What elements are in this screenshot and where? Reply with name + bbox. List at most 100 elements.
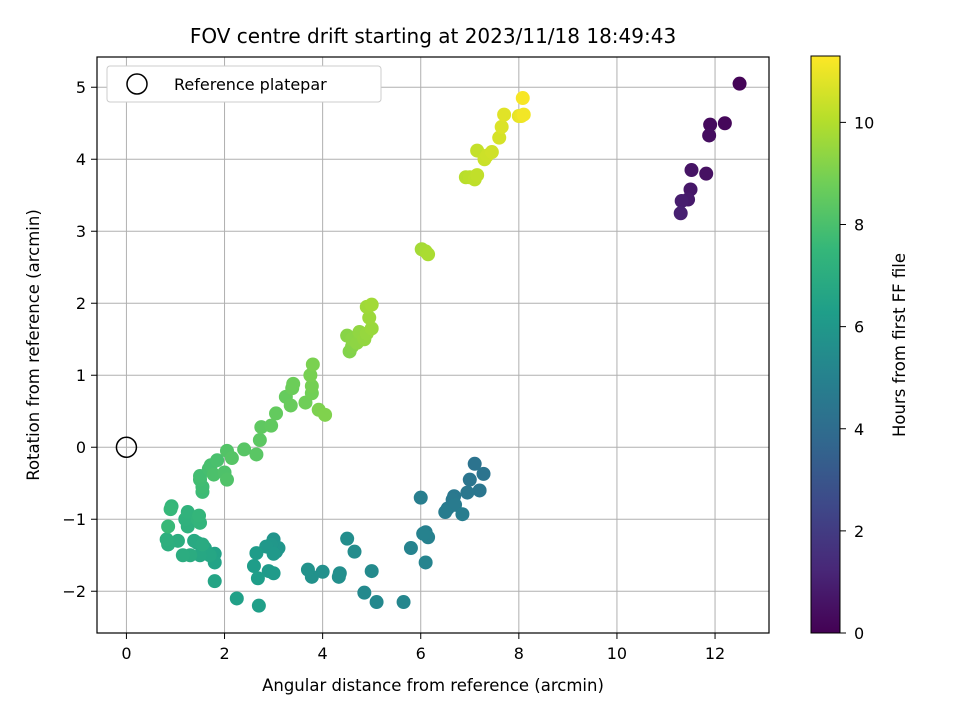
x-tick-label: 2 (219, 644, 229, 663)
data-point (163, 502, 178, 517)
data-point (515, 91, 530, 106)
y-tick-label: −2 (62, 582, 86, 601)
x-tick-label: 12 (705, 644, 725, 663)
x-tick-label: 0 (121, 644, 131, 663)
data-point (484, 145, 499, 160)
data-point (702, 128, 717, 143)
data-point (497, 107, 512, 122)
data-point (421, 247, 436, 262)
x-tick-label: 10 (607, 644, 627, 663)
colorbar-tick-label: 4 (854, 420, 864, 439)
data-point (413, 490, 428, 505)
data-point (206, 467, 221, 482)
data-point (286, 376, 301, 391)
x-tick-label: 4 (318, 644, 328, 663)
colorbar-tick-label: 8 (854, 216, 864, 235)
x-axis-ticks: 0 2 4 6 8 10 12 (121, 633, 725, 663)
colorbar-tick-label: 10 (854, 113, 874, 132)
data-point (732, 76, 747, 91)
colorbar-gradient (810, 55, 841, 634)
colorbar-label: Hours from first FF file (890, 253, 909, 437)
data-point (207, 574, 222, 589)
reference-platepar-marker (115, 436, 138, 458)
data-point (369, 595, 384, 610)
data-point (516, 107, 531, 122)
data-point (192, 508, 207, 523)
colorbar-tick-label: 2 (854, 522, 864, 541)
data-point (717, 116, 732, 131)
data-point (684, 163, 699, 178)
colorbar-ticks: 0 2 4 6 8 10 (840, 113, 874, 643)
data-point (283, 398, 298, 413)
data-point (249, 447, 264, 462)
data-point (300, 562, 315, 577)
data-point (159, 532, 174, 547)
data-point (315, 564, 330, 579)
data-point (418, 555, 433, 570)
data-point (703, 117, 718, 132)
data-point (180, 505, 195, 520)
data-point (470, 168, 485, 183)
data-point (229, 591, 244, 606)
data-point (331, 569, 346, 584)
data-point (396, 595, 411, 610)
data-point (340, 531, 355, 546)
data-point (304, 379, 319, 394)
y-axis-label: Rotation from reference (arcmin) (24, 209, 43, 481)
plot-frame (96, 56, 770, 634)
x-tick-label: 8 (514, 644, 524, 663)
y-axis-ticks: −2 −1 0 1 2 3 4 5 (62, 78, 97, 601)
data-point (237, 442, 252, 457)
data-point (403, 541, 418, 556)
y-tick-label: 3 (76, 222, 86, 241)
legend: Reference platepar (106, 65, 382, 103)
data-point (673, 206, 688, 221)
data-point (318, 407, 333, 422)
y-tick-label: 1 (76, 366, 86, 385)
data-point (476, 466, 491, 481)
data-points (159, 76, 747, 613)
data-point (364, 297, 379, 312)
chart-title: FOV centre drift starting at 2023/11/18 … (190, 24, 676, 48)
colorbar-tick-label: 6 (854, 318, 864, 337)
data-point (246, 559, 261, 574)
data-point (462, 472, 477, 487)
data-point (448, 497, 463, 512)
data-point (195, 537, 210, 552)
data-point (455, 507, 470, 522)
x-tick-label: 6 (416, 644, 426, 663)
y-tick-label: 5 (76, 78, 86, 97)
y-tick-label: 2 (76, 294, 86, 313)
y-tick-label: 0 (76, 438, 86, 457)
data-point (161, 519, 176, 534)
y-tick-label: 4 (76, 150, 86, 169)
data-point (492, 130, 507, 145)
data-point (494, 119, 509, 134)
grid-lines (97, 57, 769, 633)
data-point (250, 571, 265, 586)
data-point (467, 456, 482, 471)
data-point (219, 472, 234, 487)
data-point (210, 453, 225, 468)
y-tick-label: −1 (62, 510, 86, 529)
data-point (266, 566, 281, 581)
data-point (175, 548, 190, 563)
data-point (438, 505, 453, 520)
legend-box (106, 65, 382, 103)
x-axis-label: Angular distance from reference (arcmin) (262, 676, 604, 695)
data-point (224, 451, 239, 466)
data-point (674, 194, 689, 208)
data-point (357, 585, 372, 600)
data-point (347, 544, 362, 559)
data-point (460, 485, 475, 500)
data-point (416, 526, 431, 541)
data-point (362, 310, 377, 325)
data-point (364, 564, 379, 579)
data-point (305, 357, 320, 372)
data-point (303, 368, 318, 383)
data-point (266, 546, 281, 561)
legend-entry: Reference platepar (174, 75, 327, 94)
data-point (269, 406, 284, 421)
data-point (699, 166, 714, 181)
